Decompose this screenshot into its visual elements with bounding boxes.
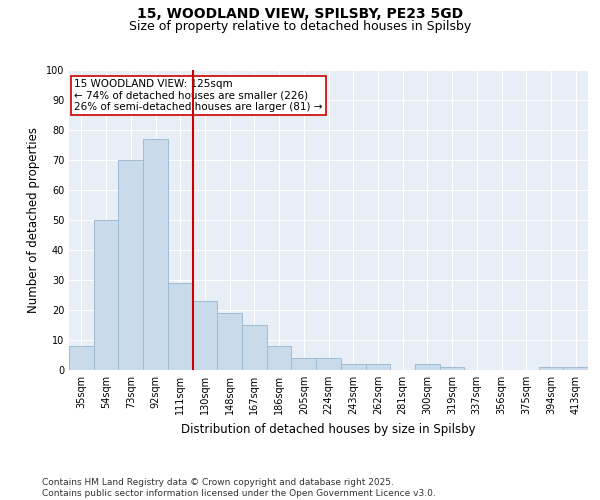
Bar — [118, 160, 143, 370]
Bar — [563, 367, 588, 370]
Bar — [217, 313, 242, 370]
Bar — [539, 367, 563, 370]
Bar — [242, 325, 267, 370]
X-axis label: Distribution of detached houses by size in Spilsby: Distribution of detached houses by size … — [181, 422, 476, 436]
Y-axis label: Number of detached properties: Number of detached properties — [27, 127, 40, 313]
Bar — [365, 364, 390, 370]
Bar — [267, 346, 292, 370]
Text: 15, WOODLAND VIEW, SPILSBY, PE23 5GD: 15, WOODLAND VIEW, SPILSBY, PE23 5GD — [137, 8, 463, 22]
Text: Contains HM Land Registry data © Crown copyright and database right 2025.
Contai: Contains HM Land Registry data © Crown c… — [42, 478, 436, 498]
Bar — [316, 358, 341, 370]
Bar — [292, 358, 316, 370]
Bar — [143, 139, 168, 370]
Bar — [440, 367, 464, 370]
Text: Size of property relative to detached houses in Spilsby: Size of property relative to detached ho… — [129, 20, 471, 33]
Bar — [168, 283, 193, 370]
Bar — [69, 346, 94, 370]
Bar — [415, 364, 440, 370]
Bar — [94, 220, 118, 370]
Text: 15 WOODLAND VIEW: 125sqm
← 74% of detached houses are smaller (226)
26% of semi-: 15 WOODLAND VIEW: 125sqm ← 74% of detach… — [74, 79, 323, 112]
Bar — [341, 364, 365, 370]
Bar — [193, 301, 217, 370]
